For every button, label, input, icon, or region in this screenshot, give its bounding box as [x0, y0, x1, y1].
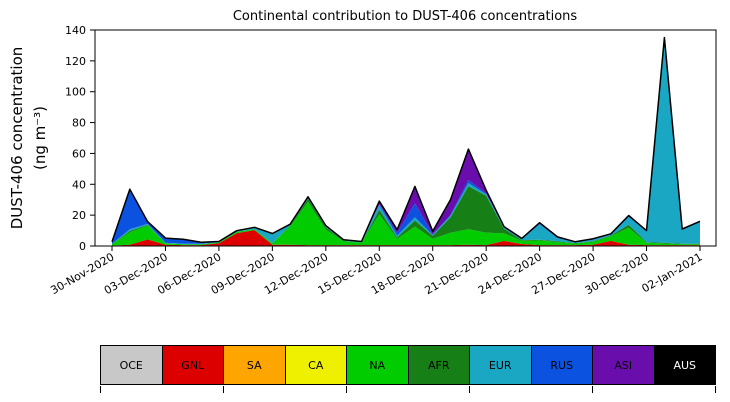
x-tick-label: 02-Jan-2021 [640, 250, 705, 295]
legend-axis-tick [223, 386, 224, 393]
area-afr [112, 186, 700, 245]
y-tick-label: 80 [72, 117, 86, 130]
chart-title: Continental contribution to DUST-406 con… [233, 9, 578, 24]
legend-item-asi: ASI [592, 345, 655, 385]
legend-item-eur: EUR [469, 345, 532, 385]
legend: OCE GNL SA CA NA AFR EUR RUS ASI AUS [100, 345, 716, 385]
y-tick-label: 140 [65, 24, 86, 37]
area-gnl [112, 230, 700, 246]
legend-item-oce: OCE [100, 345, 163, 385]
stacked-areas [112, 37, 700, 246]
legend-axis-tick [715, 386, 716, 393]
legend-item-na: NA [346, 345, 409, 385]
legend-axis-tick [592, 386, 593, 393]
y-axis-label-line2: (ng m⁻³) [31, 106, 49, 170]
legend-item-aus: AUS [653, 345, 716, 385]
chart-svg: Continental contribution to DUST-406 con… [8, 9, 717, 297]
y-tick-label: 120 [65, 55, 86, 68]
legend-axis-tick [346, 386, 347, 393]
legend-item-gnl: GNL [161, 345, 224, 385]
y-tick-label: 40 [72, 178, 86, 191]
legend-axis-tick [469, 386, 470, 393]
total-outline [111, 36, 701, 244]
legend-item-afr: AFR [407, 345, 470, 385]
y-axis-label-line1: DUST-406 concentration [8, 47, 26, 230]
x-axis: 30-Nov-202003-Dec-202006-Dec-202009-Dec-… [48, 246, 705, 297]
area-na [112, 201, 700, 246]
y-tick-label: 100 [65, 86, 86, 99]
y-tick-label: 0 [79, 240, 86, 253]
y-tick-label: 20 [72, 209, 86, 222]
y-axis: 0 20 40 60 80 100 120 140 [65, 24, 95, 253]
plot-border [94, 29, 717, 247]
legend-item-ca: CA [284, 345, 347, 385]
legend-item-rus: RUS [530, 345, 593, 385]
area-asi [112, 37, 700, 243]
legend-item-sa: SA [223, 345, 286, 385]
y-tick-label: 60 [72, 147, 86, 160]
legend-axis-tick [100, 386, 101, 393]
